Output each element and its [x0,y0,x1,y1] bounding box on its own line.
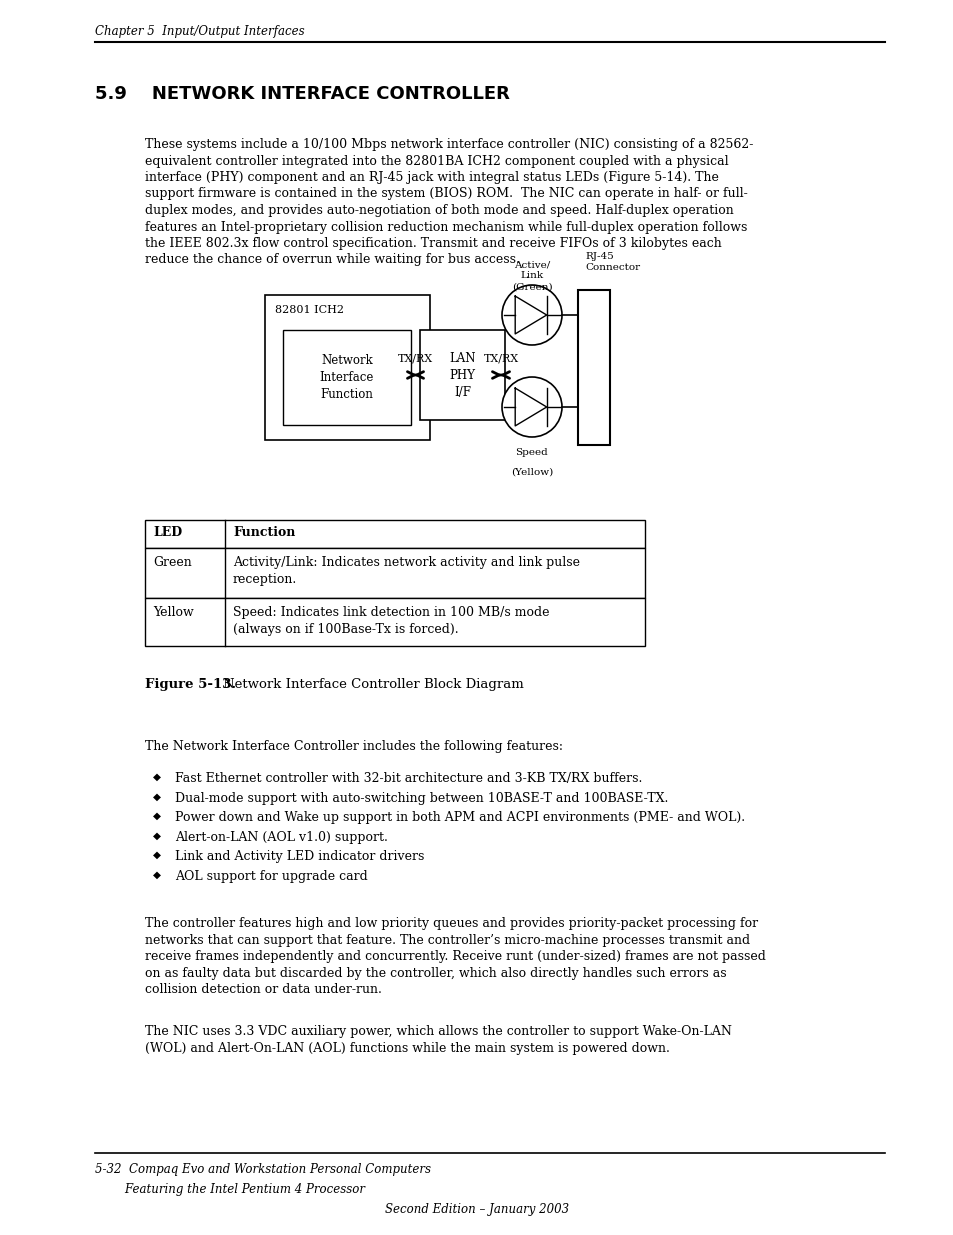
Text: Speed: Indicates link detection in 100 MB/s mode
(always on if 100Base-Tx is for: Speed: Indicates link detection in 100 M… [233,606,549,636]
Bar [419,330,504,420]
Text: The Network Interface Controller includes the following features:: The Network Interface Controller include… [145,740,562,753]
Text: Speed: Speed [515,448,548,457]
Text: The NIC uses 3.3 VDC auxiliary power, which allows the controller to support Wak: The NIC uses 3.3 VDC auxiliary power, wh… [145,1025,731,1055]
Text: TX/RX: TX/RX [397,353,433,363]
Circle shape [501,377,561,437]
Text: Figure 5-13.: Figure 5-13. [145,678,236,692]
Text: Green: Green [152,556,192,569]
Text: Alert-on-LAN (AOL v1.0) support.: Alert-on-LAN (AOL v1.0) support. [174,830,388,844]
Text: TX/RX: TX/RX [483,353,518,363]
Text: Function: Function [320,388,373,401]
Bar [283,330,411,425]
Text: Power down and Wake up support in both APM and ACPI environments (PME- and WOL).: Power down and Wake up support in both A… [174,811,744,824]
Text: AOL support for upgrade card: AOL support for upgrade card [174,869,367,883]
Text: PHY: PHY [449,368,475,382]
Text: ◆: ◆ [152,869,161,879]
Bar [145,520,644,548]
Bar [578,290,609,445]
Text: Interface: Interface [319,370,374,384]
Text: ◆: ◆ [152,772,161,782]
Text: Dual-mode support with auto-switching between 10BASE-T and 100BASE-TX.: Dual-mode support with auto-switching be… [174,792,668,804]
Text: 82801 ICH2: 82801 ICH2 [274,305,344,315]
Bar [145,548,644,598]
Circle shape [501,285,561,345]
Bar [145,598,644,646]
Text: Second Edition – January 2003: Second Edition – January 2003 [384,1203,569,1216]
Text: Network Interface Controller Block Diagram: Network Interface Controller Block Diagr… [223,678,523,692]
Text: ◆: ◆ [152,830,161,841]
Text: Activity/Link: Indicates network activity and link pulse
reception.: Activity/Link: Indicates network activit… [233,556,579,585]
Text: 5.9    NETWORK INTERFACE CONTROLLER: 5.9 NETWORK INTERFACE CONTROLLER [95,85,509,103]
Text: Fast Ethernet controller with 32-bit architecture and 3-KB TX/RX buffers.: Fast Ethernet controller with 32-bit arc… [174,772,641,785]
Text: RJ-45
Connector: RJ-45 Connector [584,252,639,272]
Text: (Yellow): (Yellow) [511,468,553,477]
Text: ◆: ◆ [152,850,161,860]
Text: Yellow: Yellow [152,606,193,619]
Text: Network: Network [321,354,373,367]
Text: ◆: ◆ [152,792,161,802]
Text: Link and Activity LED indicator drivers: Link and Activity LED indicator drivers [174,850,424,863]
Text: Active/
Link
(Green): Active/ Link (Green) [511,261,552,291]
Text: Featuring the Intel Pentium 4 Processor: Featuring the Intel Pentium 4 Processor [95,1183,365,1195]
Text: I/F: I/F [454,385,471,399]
Text: ◆: ◆ [152,811,161,821]
Text: The controller features high and low priority queues and provides priority-packe: The controller features high and low pri… [145,918,765,995]
Text: LAN: LAN [449,352,476,364]
Text: 5-32  Compaq Evo and Workstation Personal Computers: 5-32 Compaq Evo and Workstation Personal… [95,1163,431,1176]
Text: LED: LED [152,526,182,538]
Bar [265,295,430,440]
Text: These systems include a 10/100 Mbps network interface controller (NIC) consistin: These systems include a 10/100 Mbps netw… [145,138,753,267]
Text: Chapter 5  Input/Output Interfaces: Chapter 5 Input/Output Interfaces [95,25,304,38]
Text: Function: Function [233,526,295,538]
